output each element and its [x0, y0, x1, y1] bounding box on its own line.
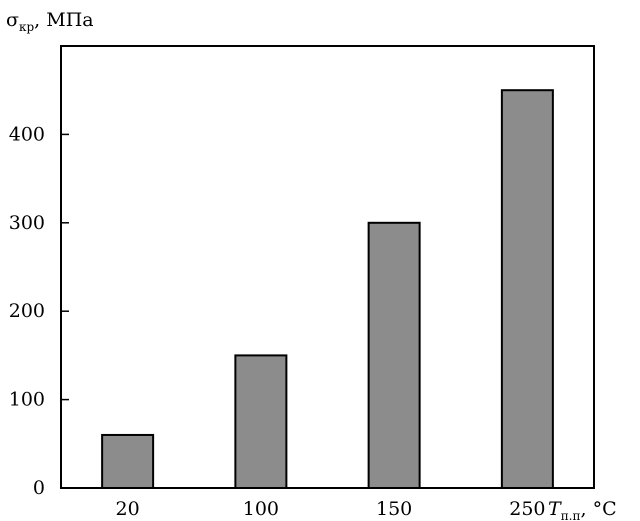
y-tick-label: 300: [9, 212, 45, 234]
bar-150: [367, 221, 421, 490]
bar-250: [500, 89, 554, 489]
y-axis-label-subscript: кр: [19, 20, 35, 34]
plot-frame: [60, 45, 595, 489]
y-tick-label: 200: [9, 300, 45, 322]
x-axis-label-symbol: T: [548, 498, 562, 520]
y-axis-label-unit: , МПа: [34, 9, 93, 31]
x-axis-label-unit: , °C: [581, 498, 617, 520]
bar-100: [234, 354, 288, 489]
y-tick-label: 0: [33, 477, 45, 499]
y-axis-label: σкр, МПа: [6, 9, 94, 34]
x-axis-label-subscript: п.п: [561, 509, 581, 521]
x-axis: 20 100 150 250: [116, 498, 546, 520]
bars: [101, 89, 554, 490]
y-axis: 0 100 200 300 400: [9, 123, 69, 499]
x-tick-label: 100: [243, 498, 279, 520]
y-axis-label-symbol: σ: [6, 9, 19, 31]
x-tick-label: 20: [116, 498, 140, 520]
x-axis-label: Tп.п, °C: [548, 498, 617, 521]
y-tick-label: 400: [9, 123, 45, 145]
bar-20: [101, 433, 155, 489]
y-tick-label: 100: [9, 389, 45, 411]
x-tick-label: 250: [509, 498, 545, 520]
x-tick-label: 150: [376, 498, 412, 520]
